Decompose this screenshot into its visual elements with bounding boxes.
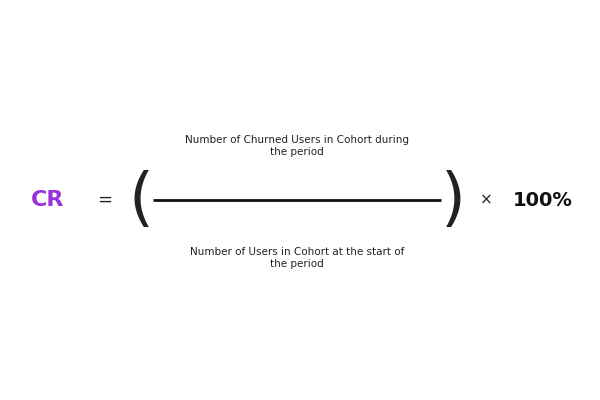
Text: CR: CR <box>31 190 65 210</box>
Text: (: ( <box>128 170 154 232</box>
Text: =: = <box>97 191 113 209</box>
Text: ×: × <box>479 192 493 208</box>
Text: Number of Churned Users in Cohort during
the period: Number of Churned Users in Cohort during… <box>185 135 409 157</box>
Text: Number of Users in Cohort at the start of
the period: Number of Users in Cohort at the start o… <box>190 247 404 269</box>
Text: ): ) <box>440 170 466 232</box>
Text: 100%: 100% <box>513 190 573 210</box>
